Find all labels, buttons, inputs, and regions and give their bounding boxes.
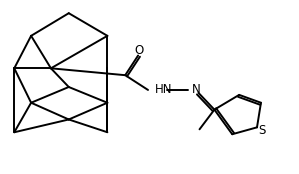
Text: O: O [135,44,144,57]
Text: HN: HN [155,84,173,96]
Text: S: S [258,124,266,137]
Text: N: N [192,84,200,96]
